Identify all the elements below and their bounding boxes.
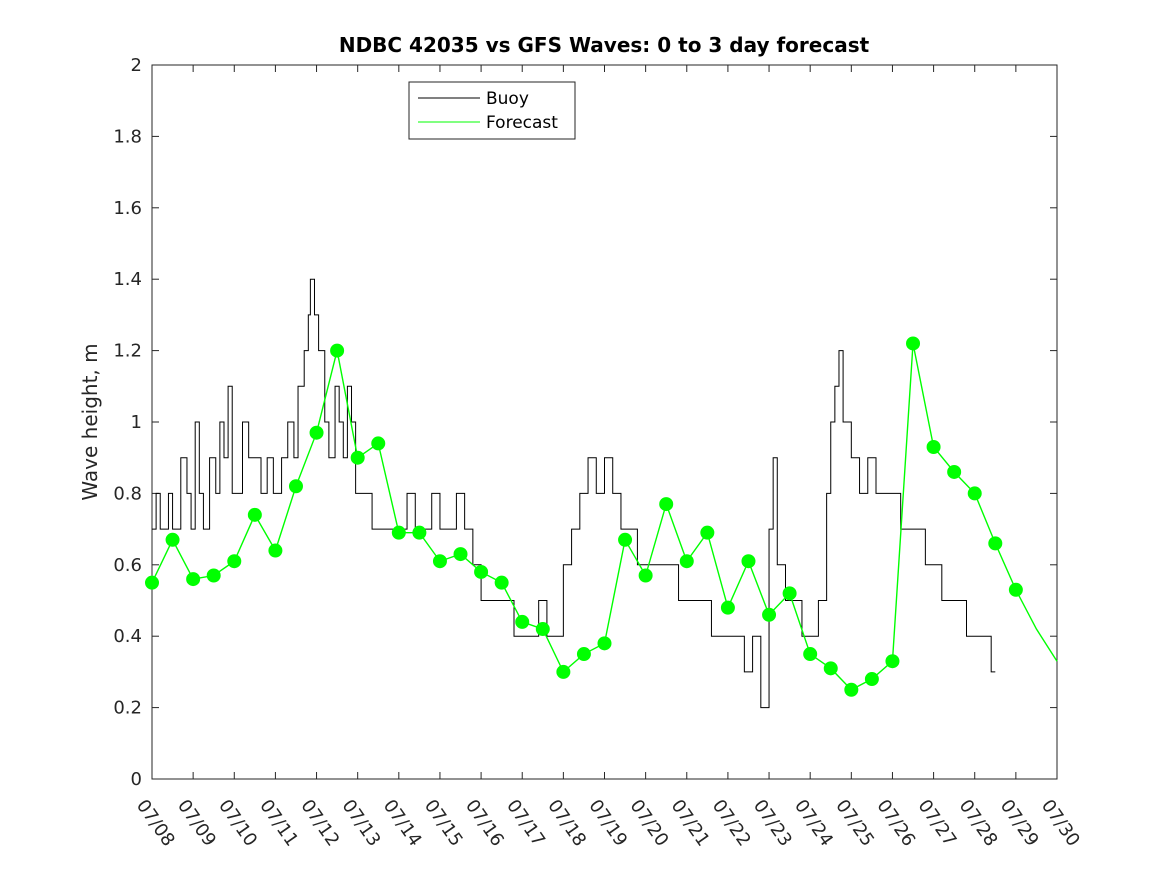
y-tick-label: 2 [131,55,142,76]
forecast-marker [371,436,386,451]
forecast-marker [844,682,859,697]
forecast-marker [412,525,427,540]
y-tick-label: 1.4 [113,269,142,290]
y-tick-label: 1 [131,412,142,433]
forecast-marker [803,647,818,662]
forecast-marker [268,543,283,558]
forecast-marker [638,568,653,583]
forecast-marker [145,575,159,590]
forecast-marker [556,664,571,679]
forecast-marker [823,661,838,676]
legend-forecast-label: Forecast [486,113,558,133]
y-tick-label: 0.2 [113,698,142,719]
y-axis-ticks: 0 0.2 0.4 0.6 0.8 1 1.2 1.4 1.6 1.8 2 [113,55,1057,790]
forecast-marker [515,614,530,629]
forecast-marker [762,607,777,622]
legend: Buoy Forecast [408,81,576,140]
legend-buoy-label: Buoy [486,89,529,109]
forecast-marker [474,564,489,579]
forecast-marker [988,536,1003,551]
forecast-marker [700,525,715,540]
forecast-marker [1008,582,1023,597]
forecast-marker [782,586,797,601]
forecast-marker [350,450,365,465]
forecast-marker [926,439,941,454]
forecast-marker [247,507,262,522]
forecast-marker [864,672,879,687]
forecast-marker [741,554,756,569]
forecast-marker [597,636,612,651]
forecast-marker [288,479,303,494]
forecast-marker [885,654,900,669]
forecast-marker [432,554,447,569]
forecast-marker [206,568,221,583]
y-tick-label: 0.8 [113,483,142,504]
forecast-marker [679,554,694,569]
forecast-marker [720,600,735,615]
forecast-marker [535,622,550,637]
forecast-marker [576,647,591,662]
forecast-marker [309,425,324,440]
forecast-marker [186,572,201,587]
forecast-marker [947,464,962,479]
forecast-marker [391,525,406,540]
forecast-marker [453,547,468,562]
forecast-marker [618,532,633,547]
y-tick-label: 0 [131,769,142,790]
y-tick-label: 1.2 [113,341,142,362]
y-axis-label: Wave height, m [78,343,102,500]
y-tick-label: 1.8 [113,126,142,147]
forecast-markers [145,336,1023,697]
y-tick-label: 0.4 [113,626,142,647]
forecast-marker [330,343,345,358]
chart-title: NDBC 42035 vs GFS Waves: 0 to 3 day fore… [339,33,870,57]
legend-box [408,81,576,140]
y-tick-label: 0.6 [113,555,142,576]
forecast-marker [494,575,509,590]
y-tick-label: 1.6 [113,198,142,219]
series-line-buoy [152,278,996,709]
plot-area [151,64,1058,780]
forecast-marker [967,486,982,501]
forecast-marker [165,532,180,547]
forecast-marker [906,336,921,351]
forecast-marker [659,497,674,512]
forecast-marker [227,554,242,569]
